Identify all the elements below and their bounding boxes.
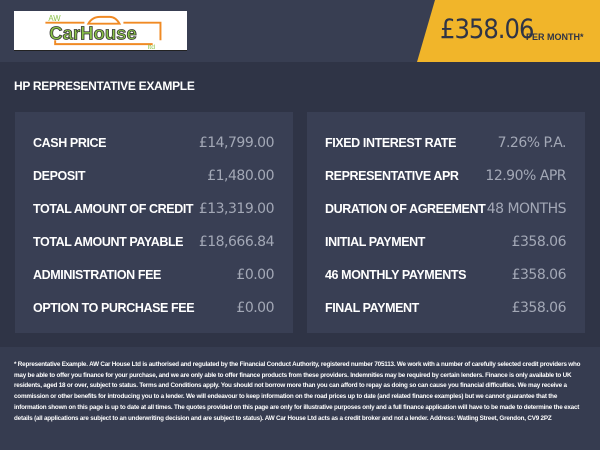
finance-row: TOTAL AMOUNT PAYABLE £18,666.84	[33, 232, 275, 252]
finance-row: FIXED INTEREST RATE 7.26% P.A.	[325, 133, 567, 153]
price-panel	[417, 0, 600, 62]
row-value: 48 MONTHS	[486, 201, 567, 217]
row-label: OPTION TO PURCHASE FEE	[33, 301, 195, 315]
row-label: INITIAL PAYMENT	[325, 235, 426, 249]
row-label: CASH PRICE	[33, 136, 107, 150]
row-value: £0.00	[236, 300, 274, 316]
row-value: £18,666.84	[198, 234, 275, 250]
finance-row: INITIAL PAYMENT £358.06	[325, 232, 567, 252]
section-title: HP REPRESENTATIVE EXAMPLE	[14, 79, 195, 93]
row-label: TOTAL AMOUNT OF CREDIT	[33, 202, 194, 216]
finance-row: OPTION TO PURCHASE FEE £0.00	[33, 298, 274, 318]
svg-text:CarHouse: CarHouse	[49, 22, 136, 43]
logo[interactable]: AW CarHouse ltd	[14, 11, 187, 51]
row-label: ADMINISTRATION FEE	[33, 268, 161, 282]
finance-row: TOTAL AMOUNT OF CREDIT £13,319.00	[33, 199, 275, 219]
finance-row: DURATION OF AGREEMENT 48 MONTHS	[325, 199, 567, 219]
row-value: £14,799.00	[198, 135, 275, 151]
svg-text:ltd: ltd	[148, 44, 155, 50]
row-value: 7.26% P.A.	[497, 135, 567, 151]
row-label: DEPOSIT	[33, 169, 86, 183]
row-value: £358.06	[511, 234, 567, 250]
finance-row: 46 MONTHLY PAYMENTS £358.06	[325, 265, 567, 285]
row-label: 46 MONTHLY PAYMENTS	[325, 268, 467, 282]
row-value: £1,480.00	[207, 168, 274, 184]
finance-row: FINAL PAYMENT £358.06	[325, 298, 567, 318]
footer: * Representative Example. AW Car House L…	[0, 347, 600, 450]
svg-text:AW: AW	[48, 14, 61, 23]
carhouse-logo-icon: AW CarHouse ltd	[45, 14, 162, 51]
disclaimer-text: * Representative Example. AW Car House L…	[14, 361, 581, 422]
row-value: £358.06	[511, 267, 567, 283]
left-finance-panel: CASH PRICE £14,799.00 DEPOSIT £1,480.00 TOTA…	[15, 112, 293, 333]
row-value: £13,319.00	[198, 201, 275, 217]
finance-row: REPRESENTATIVE APR 12.90% APR	[325, 166, 566, 186]
finance-row: CASH PRICE £14,799.00	[33, 133, 275, 153]
row-label: FIXED INTEREST RATE	[325, 136, 457, 150]
row-label: FINAL PAYMENT	[325, 301, 419, 315]
row-value: 12.90% APR	[485, 168, 566, 184]
row-value: £0.00	[236, 267, 274, 283]
row-label: TOTAL AMOUNT PAYABLE	[33, 235, 184, 249]
row-label: DURATION OF AGREEMENT	[325, 202, 486, 216]
per-month-label: PER MONTH*	[526, 32, 584, 42]
row-value: £358.06	[511, 300, 567, 316]
right-finance-panel: FIXED INTEREST RATE 7.26% P.A. REPRESENTAT…	[307, 112, 585, 333]
finance-row: ADMINISTRATION FEE £0.00	[33, 265, 274, 285]
row-label: REPRESENTATIVE APR	[325, 169, 459, 183]
header: AW CarHouse ltd £358.06 PER MONTH*	[0, 0, 600, 62]
finance-row: DEPOSIT £1,480.00	[33, 166, 274, 186]
monthly-price: £358.06	[440, 14, 534, 45]
